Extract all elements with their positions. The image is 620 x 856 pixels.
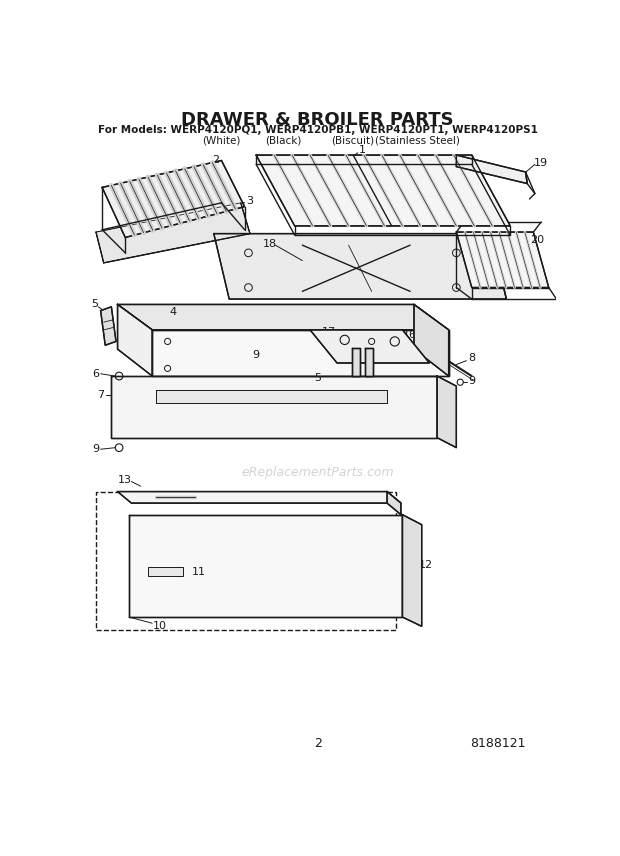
Text: 11: 11 [192, 568, 205, 578]
Polygon shape [414, 305, 449, 376]
Text: 6: 6 [92, 369, 99, 378]
Polygon shape [112, 376, 437, 437]
Polygon shape [118, 491, 401, 503]
Polygon shape [437, 376, 456, 448]
Polygon shape [256, 155, 510, 226]
Text: (Stainless Steel): (Stainless Steel) [376, 135, 460, 146]
Polygon shape [402, 514, 422, 627]
Polygon shape [152, 330, 449, 376]
Polygon shape [118, 305, 152, 376]
Text: 1: 1 [359, 146, 366, 156]
Polygon shape [156, 390, 387, 403]
Text: 18: 18 [263, 239, 277, 248]
Text: 2: 2 [314, 737, 322, 750]
Polygon shape [96, 203, 250, 263]
Text: 20: 20 [530, 235, 544, 245]
Text: 5: 5 [314, 373, 321, 383]
Text: (Black): (Black) [265, 135, 301, 146]
Text: 8188121: 8188121 [470, 737, 526, 750]
Polygon shape [456, 155, 527, 183]
Polygon shape [365, 348, 373, 376]
Polygon shape [387, 491, 401, 514]
Polygon shape [129, 514, 402, 617]
Polygon shape [456, 232, 549, 288]
Polygon shape [310, 330, 430, 363]
Polygon shape [100, 306, 116, 345]
Text: DRAWER & BROILER PARTS: DRAWER & BROILER PARTS [182, 110, 454, 128]
Text: 8: 8 [468, 354, 476, 363]
Text: 7: 7 [97, 390, 104, 401]
Bar [148, 567, 183, 576]
Text: For Models: WERP4120PQ1, WERP4120PB1, WERP4120PT1, WERP4120PS1: For Models: WERP4120PQ1, WERP4120PB1, WE… [98, 126, 538, 135]
Text: 9: 9 [252, 350, 260, 360]
Text: 17: 17 [322, 327, 337, 337]
Text: 9: 9 [468, 377, 476, 386]
Bar [96, 491, 396, 630]
Text: 19: 19 [534, 158, 548, 168]
Text: 13: 13 [118, 475, 132, 485]
Text: 5: 5 [91, 300, 98, 310]
Text: 12: 12 [418, 560, 433, 570]
Text: 15: 15 [373, 341, 386, 351]
Text: 10: 10 [153, 621, 167, 632]
Text: (Biscuit): (Biscuit) [331, 135, 374, 146]
Text: 16: 16 [403, 330, 417, 341]
Polygon shape [214, 234, 507, 299]
Text: 3: 3 [247, 196, 254, 206]
Polygon shape [352, 348, 360, 376]
Polygon shape [102, 160, 245, 237]
Text: 9: 9 [92, 444, 100, 455]
Text: eReplacementParts.com: eReplacementParts.com [241, 466, 394, 479]
Text: 4: 4 [169, 307, 177, 318]
Text: (White): (White) [202, 135, 241, 146]
Text: 2: 2 [213, 156, 219, 165]
Polygon shape [118, 305, 449, 330]
